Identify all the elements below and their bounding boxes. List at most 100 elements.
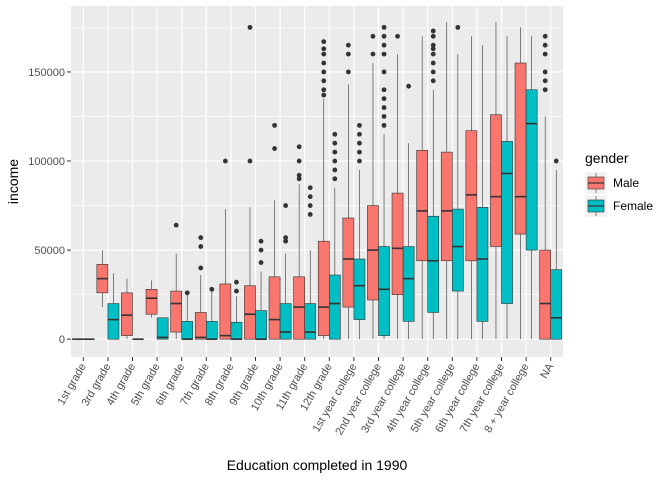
outlier-point <box>258 238 264 244</box>
outlier-point <box>307 212 313 217</box>
outlier-point <box>209 286 215 292</box>
legend-label: Female <box>613 199 653 213</box>
outlier-point <box>381 24 387 30</box>
outlier-point <box>357 131 362 137</box>
outlier-point <box>553 158 559 164</box>
box-female-4th-year-college <box>427 28 440 340</box>
box-male-3rd-year-college <box>391 33 404 340</box>
box-female-3rd-grade <box>107 273 120 340</box>
outlier-point <box>283 203 289 208</box>
outlier-point <box>198 235 204 241</box>
box-female-1st-year-college <box>353 122 366 340</box>
outlier-point <box>321 39 327 45</box>
box-iqr <box>181 321 194 340</box>
box-iqr <box>121 292 133 336</box>
box-male-3rd-grade <box>96 250 109 308</box>
box-iqr <box>490 114 502 247</box>
outlier-point <box>321 60 327 66</box>
box-iqr <box>402 246 415 322</box>
y-axis-ticks: 0 50000 100000 150000 <box>28 67 71 346</box>
box-female-6th-grade <box>181 290 194 340</box>
outlier-point <box>381 87 387 93</box>
outlier-point <box>542 78 548 84</box>
outlier-point <box>321 46 327 52</box>
outlier-point <box>430 51 436 57</box>
y-tick-label: 100000 <box>28 156 65 168</box>
box-iqr <box>465 130 478 262</box>
outlier-point <box>258 247 264 253</box>
outlier-point <box>272 122 277 128</box>
outlier-point <box>370 51 376 57</box>
plot-panel <box>71 6 563 357</box>
box-female-7th-grade <box>206 286 218 340</box>
legend-title: gender <box>585 150 629 166</box>
outlier-point <box>381 114 387 119</box>
outlier-point <box>321 92 327 98</box>
outlier-point <box>542 33 548 39</box>
outlier-point <box>332 167 338 173</box>
box-iqr <box>476 207 489 322</box>
box-male-4th-year-college <box>416 36 429 340</box>
y-tick-label: 150000 <box>28 67 65 79</box>
y-tick-label: 50000 <box>34 245 65 257</box>
box-iqr <box>170 290 183 333</box>
outlier-point <box>307 203 313 208</box>
box-male-6th-grade <box>170 222 183 340</box>
x-axis-title: Education completed in 1990 <box>227 457 408 473</box>
outlier-point <box>321 69 327 75</box>
outlier-point <box>332 140 338 146</box>
outlier-point <box>198 244 204 249</box>
box-iqr <box>230 321 243 340</box>
outlier-point <box>222 158 228 164</box>
outlier-point <box>332 158 338 164</box>
outlier-point <box>357 140 362 146</box>
box-iqr <box>268 276 281 340</box>
outlier-point <box>321 78 327 84</box>
box-iqr <box>550 269 563 340</box>
outlier-point <box>381 51 387 57</box>
outlier-point <box>296 176 302 182</box>
box-female-3rd-year-college <box>402 83 415 340</box>
outlier-point <box>321 51 327 57</box>
box-iqr <box>156 317 169 340</box>
box-male-5th-year-college <box>440 22 453 340</box>
outlier-point <box>430 69 436 75</box>
box-male-6th-year-college <box>465 36 478 340</box>
outlier-point <box>357 149 362 155</box>
box-female-9th-grade <box>255 238 267 340</box>
box-iqr <box>525 89 538 251</box>
box-iqr <box>317 240 330 336</box>
box-iqr <box>514 62 527 235</box>
outlier-point <box>381 69 387 75</box>
outlier-point <box>296 144 302 150</box>
outlier-point <box>395 33 400 39</box>
box-iqr <box>427 215 440 313</box>
box-plots <box>71 22 563 340</box>
y-axis-title: income <box>5 159 21 204</box>
outlier-point <box>332 131 338 137</box>
box-male-1st-year-college <box>342 42 355 340</box>
box-iqr <box>279 303 292 340</box>
outlier-point <box>381 96 387 102</box>
outlier-point <box>321 87 327 93</box>
box-male-8th-grade <box>219 158 232 340</box>
legend: gender Male Female <box>585 150 653 217</box>
box-iqr <box>328 274 341 340</box>
box-female-8th-grade <box>230 279 243 340</box>
box-female-2nd-year-college <box>378 24 390 340</box>
outlier-point <box>357 158 362 164</box>
box-female-5th-grade <box>156 317 169 340</box>
outlier-point <box>381 122 387 128</box>
outlier-point <box>430 42 436 48</box>
box-iqr <box>293 276 306 340</box>
box-female-5th-year-college <box>451 24 464 340</box>
box-iqr <box>342 217 355 308</box>
outlier-point <box>430 60 436 66</box>
box-female-12th-grade <box>328 131 341 340</box>
outlier-point <box>370 33 376 39</box>
box-male-5th-grade <box>145 280 158 318</box>
y-tick-label: 0 <box>59 334 65 346</box>
outlier-point <box>542 87 548 93</box>
